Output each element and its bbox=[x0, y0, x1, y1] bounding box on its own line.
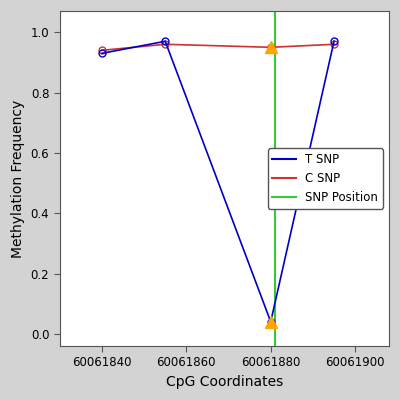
Legend: T SNP, C SNP, SNP Position: T SNP, C SNP, SNP Position bbox=[268, 148, 383, 209]
X-axis label: CpG Coordinates: CpG Coordinates bbox=[166, 375, 283, 389]
Y-axis label: Methylation Frequency: Methylation Frequency bbox=[11, 99, 25, 258]
